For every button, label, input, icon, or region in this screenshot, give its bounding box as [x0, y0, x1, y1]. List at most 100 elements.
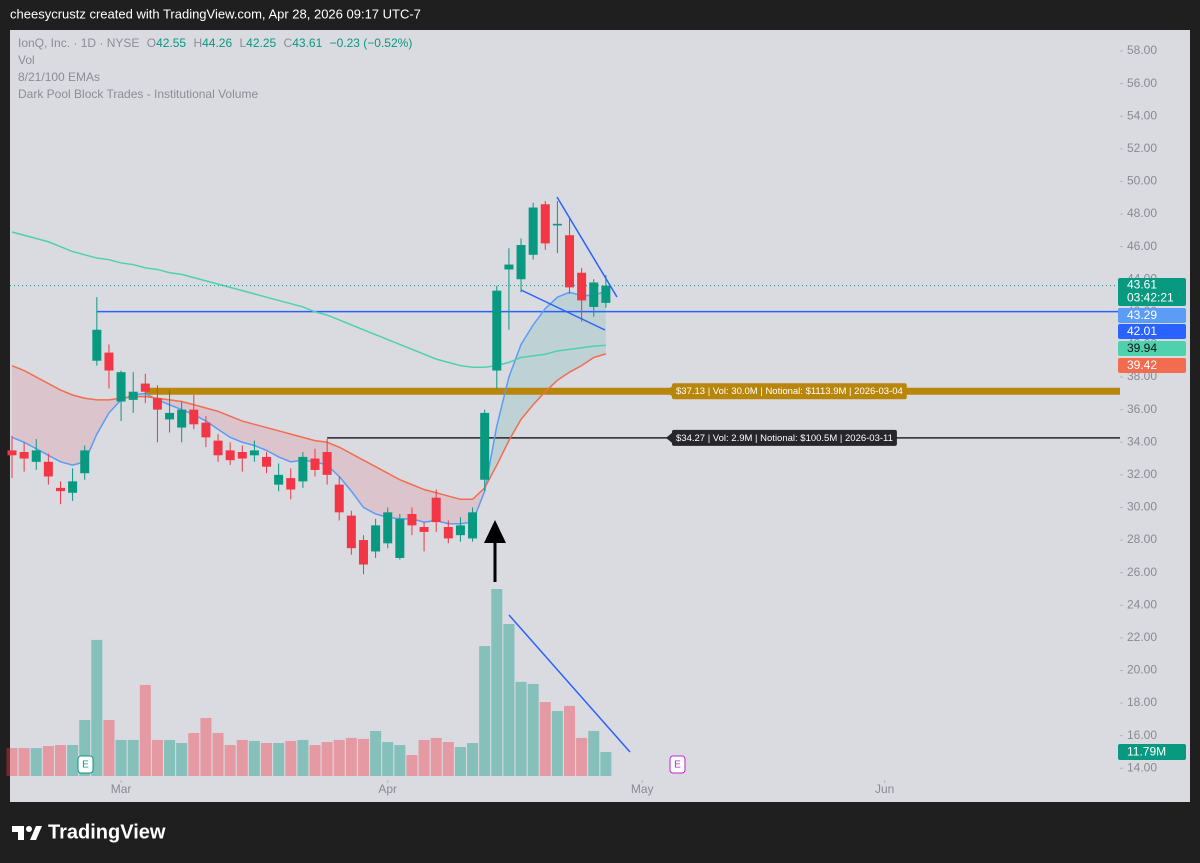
- y-tick-label: 26.00: [1127, 565, 1157, 579]
- volume-bar: [539, 702, 551, 776]
- ema-fill: [581, 295, 594, 366]
- candle-body: [601, 285, 611, 303]
- volume-bar: [309, 745, 321, 776]
- legend-row: IonQ, Inc. · 1D · NYSE O42.55 H44.26 L42…: [18, 35, 412, 52]
- volume-bar: [127, 739, 139, 776]
- ema-fill: [290, 434, 303, 462]
- ohlc-value: 42.55: [156, 36, 187, 50]
- ema-fill: [278, 430, 291, 462]
- ema-fill: [266, 427, 279, 457]
- volume-bar: [418, 739, 430, 776]
- candle-body: [19, 452, 29, 459]
- candle-body: [189, 409, 199, 425]
- volume-bar: [248, 740, 260, 776]
- candle-body: [237, 452, 247, 459]
- price-tag-bg: [1118, 358, 1186, 373]
- volume-bar: [321, 741, 333, 776]
- candle-body: [334, 484, 344, 513]
- ema-fill: [387, 473, 400, 519]
- change: −0.23 (−0.52%): [329, 36, 413, 50]
- earnings-marker: [669, 755, 686, 774]
- volume-bar: [406, 755, 418, 776]
- level-tag: $34.27 | Vol: 2.9M | Notional: $100.5M |…: [666, 429, 897, 446]
- ema-fill: [327, 442, 340, 477]
- ema-fill: [169, 399, 182, 410]
- candle-body: [540, 204, 550, 244]
- volume-bar: [115, 739, 127, 776]
- candle-body: [262, 456, 272, 467]
- volume-bar: [261, 743, 273, 776]
- candle-body: [516, 245, 526, 280]
- volume-bar: [333, 739, 345, 776]
- ohlc-key: L: [239, 36, 247, 50]
- ohlc-value: 44.26: [202, 36, 233, 50]
- price-tag: 11.79M: [1127, 745, 1166, 759]
- candle-body: [589, 282, 599, 307]
- ema-fill: [193, 404, 206, 422]
- level-label: $34.27 | Vol: 2.9M | Notional: $100.5M |…: [676, 433, 893, 444]
- candle-body: [504, 264, 514, 270]
- candle-body: [116, 372, 126, 402]
- volume-bar: [382, 741, 394, 776]
- ema-fill: [72, 394, 85, 466]
- candle-body: [407, 513, 417, 526]
- y-tick-label: 14.00: [1127, 760, 1157, 774]
- ema-fill: [569, 292, 582, 373]
- ema-fill: [521, 324, 534, 420]
- y-tick-label: 18.00: [1127, 695, 1157, 709]
- volume-bar: [236, 739, 248, 776]
- volume-bar: [103, 719, 115, 776]
- ema-fill: [375, 466, 388, 518]
- x-tick-label: Mar: [111, 782, 132, 796]
- ema-fill: [36, 377, 49, 456]
- candle-body: [565, 235, 575, 288]
- ema-fill: [60, 390, 73, 466]
- volume-bar: [454, 747, 466, 776]
- ema-fill: [411, 484, 425, 523]
- volume-bar: [467, 743, 479, 776]
- indicator: Vol: [18, 53, 35, 67]
- earnings-marker: [77, 755, 94, 774]
- candle-body: [346, 515, 356, 549]
- candle-body: [431, 497, 441, 523]
- ema-line: [11, 353, 607, 501]
- ohlc-key: H: [193, 36, 203, 50]
- volume-bar: [67, 745, 79, 776]
- candle-body: [55, 487, 65, 492]
- ema-fill: [496, 377, 509, 466]
- price-tag-bg: [1118, 278, 1186, 306]
- volume-bar: [18, 748, 30, 776]
- trendline: [556, 196, 618, 298]
- ema-fill: [363, 460, 376, 514]
- candle-body: [104, 352, 114, 371]
- volume-bar: [91, 639, 103, 776]
- x-tick-label: May: [631, 782, 654, 796]
- y-tick-label: 34.00: [1127, 434, 1157, 448]
- candle-body: [68, 481, 78, 493]
- candle-body: [274, 474, 284, 485]
- volume-bar: [42, 746, 54, 776]
- ema-fill: [84, 398, 97, 462]
- volume-bar: [212, 733, 224, 776]
- volume-bar: [79, 719, 91, 776]
- candle-body: [43, 461, 53, 477]
- trendline: [508, 614, 631, 753]
- candle-body: [443, 527, 453, 539]
- candle-body: [480, 412, 490, 480]
- candle-body: [383, 512, 393, 544]
- indicator: 8/21/100 EMAs: [18, 70, 101, 84]
- candle-body: [249, 450, 259, 456]
- earnings-label: E: [674, 760, 681, 771]
- ema-line: [11, 290, 607, 525]
- candle-body: [177, 409, 187, 428]
- candle-body: [577, 272, 587, 301]
- volume-bar: [370, 730, 382, 776]
- volume-bar: [54, 745, 66, 776]
- ohlc-key: C: [283, 36, 293, 50]
- ema-line: [11, 231, 606, 369]
- ema-fill: [242, 421, 255, 446]
- volume-bar: [164, 739, 176, 776]
- ema-fill: [254, 424, 267, 451]
- ema-fill: [48, 383, 61, 462]
